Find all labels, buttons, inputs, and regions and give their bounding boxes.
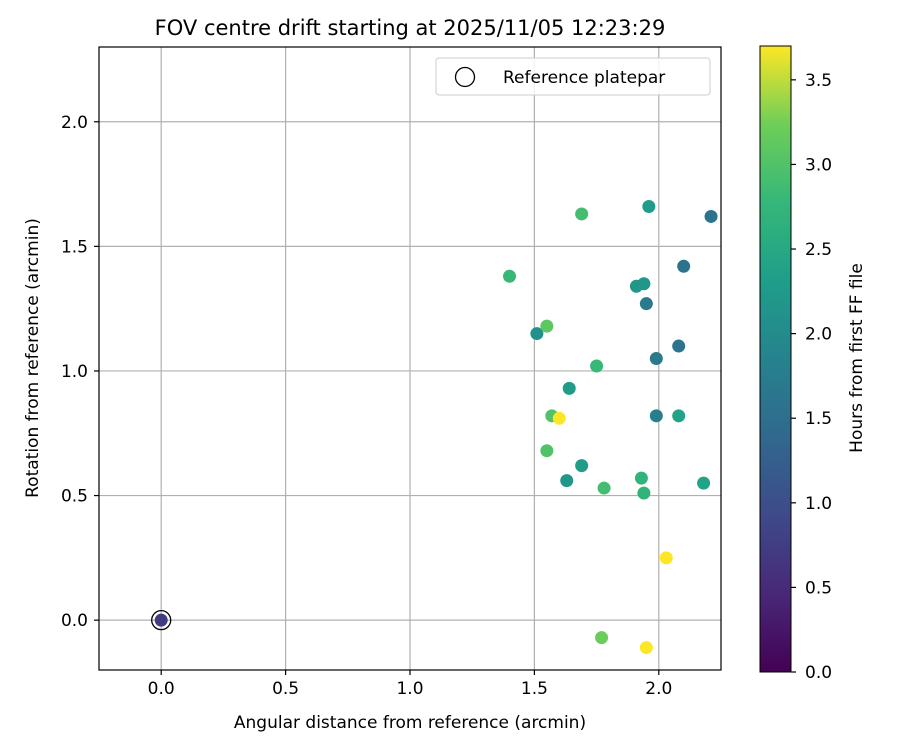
data-point — [672, 339, 686, 353]
data-point — [639, 297, 653, 311]
data-point — [540, 444, 554, 458]
chart-title: FOV centre drift starting at 2025/11/05 … — [155, 16, 666, 40]
data-point — [642, 199, 656, 213]
data-point — [562, 381, 576, 395]
data-point — [629, 279, 643, 293]
legend-box — [435, 57, 711, 96]
colorbar-tick-label: 1.0 — [805, 494, 832, 514]
legend-label: Reference platepar — [503, 68, 665, 88]
x-axis-ticks: 0.0 0.5 1.0 1.5 2.0 — [148, 670, 672, 699]
x-tick-label: 1.5 — [521, 679, 548, 699]
data-point — [595, 631, 609, 645]
data-point — [637, 486, 651, 500]
colorbar-tick-label: 1.5 — [805, 409, 832, 429]
legend-marker-icon — [454, 66, 476, 88]
colorbar-tick-label: 0.0 — [805, 663, 832, 683]
colorbar — [759, 45, 792, 673]
data-point — [503, 269, 517, 283]
data-point — [540, 319, 554, 333]
y-tick-label: 1.0 — [61, 362, 88, 382]
grid — [99, 47, 721, 670]
y-tick-label: 2.0 — [61, 113, 88, 133]
y-tick-label: 1.5 — [61, 237, 88, 257]
colorbar-tick-label: 3.5 — [805, 71, 832, 91]
data-point — [597, 481, 611, 495]
y-tick-label: 0.5 — [61, 487, 88, 507]
y-tick-label: 0.0 — [61, 611, 88, 631]
data-point — [552, 411, 566, 425]
x-tick-label: 1.0 — [396, 679, 423, 699]
data-point — [530, 327, 544, 341]
y-axis-ticks: 0.0 0.5 1.0 1.5 2.0 — [61, 113, 99, 631]
data-point — [575, 207, 589, 221]
colorbar-tick-label: 0.5 — [805, 578, 832, 598]
data-point — [634, 471, 648, 485]
data-point — [575, 459, 589, 473]
data-point — [672, 409, 686, 423]
x-tick-label: 2.0 — [645, 679, 672, 699]
data-point — [677, 259, 691, 273]
data-point — [590, 359, 604, 373]
data-point — [154, 613, 168, 627]
colorbar-tick-label: 2.5 — [805, 240, 832, 260]
data-point — [560, 474, 574, 488]
colorbar-tick-label: 2.0 — [805, 325, 832, 345]
colorbar-tick-label: 3.0 — [805, 155, 832, 175]
legend: Reference platepar — [435, 57, 711, 96]
data-point — [697, 476, 711, 490]
x-axis-label: Angular distance from reference (arcmin) — [234, 713, 586, 733]
x-tick-label: 0.5 — [272, 679, 299, 699]
x-tick-label: 0.0 — [148, 679, 175, 699]
data-point — [704, 209, 718, 223]
reference-platepar-marker — [151, 610, 172, 631]
data-points — [151, 199, 718, 655]
colorbar-ticks: 0.0 0.5 1.0 1.5 2.0 2.5 3.0 3.5 — [791, 71, 832, 683]
data-point — [639, 641, 653, 655]
data-point — [649, 409, 663, 423]
colorbar-label: Hours from first FF file — [847, 263, 867, 453]
data-point — [649, 352, 663, 365]
y-axis-label: Rotation from reference (arcmin) — [23, 218, 43, 498]
data-point — [659, 551, 673, 565]
